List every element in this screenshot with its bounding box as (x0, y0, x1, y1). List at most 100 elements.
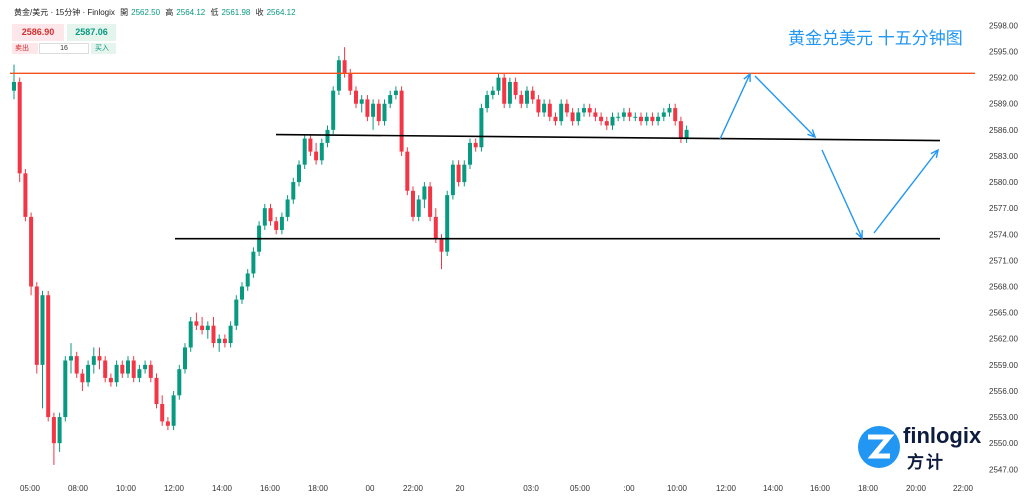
candle-body (103, 360, 108, 378)
candle (525, 86, 529, 109)
x-tick-label: 14:00 (763, 484, 784, 493)
low-value: 2561.98 (221, 8, 251, 17)
candle-body (684, 129, 689, 139)
candle-body (667, 108, 672, 113)
candle-body (279, 216, 284, 230)
candle-body (274, 221, 279, 230)
close-value: 2564.12 (266, 8, 296, 17)
candle-body (621, 112, 626, 117)
candle-body (165, 421, 170, 426)
candle (200, 316, 205, 335)
candle-body (325, 129, 330, 143)
sell-price[interactable]: 2586.90 (12, 24, 64, 41)
candle-body (525, 90, 529, 104)
candle (228, 321, 233, 348)
candle (285, 195, 290, 222)
candle (411, 186, 415, 222)
candle (542, 99, 547, 117)
candle (63, 356, 68, 422)
candle (211, 316, 216, 348)
y-tick-label: 2568.00 (989, 283, 1018, 292)
trade-panel: 2586.90 2587.06 卖出 16 买入 (12, 24, 116, 54)
candle-body (188, 321, 193, 348)
arrow-head-3 (855, 229, 863, 240)
candle-body (542, 103, 547, 113)
y-tick-label: 2595.00 (989, 48, 1018, 57)
x-tick-label: 03:0 (523, 484, 539, 493)
candle-body (222, 338, 227, 344)
y-tick-label: 2562.00 (989, 335, 1018, 344)
candle (621, 108, 626, 122)
candle (160, 395, 165, 426)
candle-body (422, 186, 427, 200)
candle-body (160, 404, 165, 422)
candle (673, 103, 678, 126)
buy-button[interactable]: 买入 (91, 43, 116, 54)
candle (354, 86, 358, 109)
candle-body (433, 216, 438, 239)
candle (154, 373, 159, 409)
candle (234, 295, 239, 331)
candle-body (564, 103, 569, 113)
candle (650, 112, 655, 126)
candle-body (502, 77, 507, 104)
sell-button[interactable]: 卖出 (12, 43, 38, 54)
x-tick-label: 18:00 (858, 484, 879, 493)
candle (684, 125, 689, 143)
x-tick-label: 12:00 (164, 484, 185, 493)
candle (148, 360, 153, 383)
candle (428, 182, 433, 222)
candle-body (228, 325, 233, 344)
candle (325, 125, 330, 148)
candle (279, 212, 284, 235)
candle-body (359, 99, 364, 104)
open-value: 2562.50 (131, 8, 161, 17)
projection-arrow-2 (754, 75, 816, 138)
candle (137, 364, 142, 383)
candle (450, 160, 455, 200)
candle-body (46, 295, 51, 418)
candle-body (644, 116, 649, 122)
candles-group (12, 47, 689, 465)
candle-body (365, 99, 370, 117)
candle-body (57, 417, 62, 444)
candle (485, 90, 490, 113)
candle (456, 160, 461, 187)
y-tick-label: 2574.00 (989, 230, 1018, 239)
candle (240, 282, 244, 304)
candle-body (610, 116, 615, 126)
buy-price[interactable]: 2587.06 (67, 24, 116, 41)
candle (74, 351, 79, 378)
candle (468, 138, 472, 170)
candle (120, 360, 125, 378)
candle-body (650, 116, 655, 122)
quantity-input[interactable]: 16 (39, 43, 89, 54)
candle (86, 360, 91, 387)
candle (582, 103, 586, 117)
candle-body (656, 116, 661, 122)
price-axis: 2598.00 2595.00 2592.00 2589.00 2586.00 2583.… (989, 21, 1018, 474)
candle-body (114, 364, 119, 383)
candle (314, 142, 319, 165)
candle-body (194, 321, 199, 326)
candle-body (69, 356, 73, 361)
x-tick-label: 16:00 (260, 484, 281, 493)
candle (222, 334, 227, 348)
candle-body (268, 208, 273, 222)
candle-body (490, 90, 495, 96)
arrow-head-1 (743, 72, 751, 83)
candle (587, 103, 592, 117)
time-axis: 05:00 08:00 10:00 12:00 14:00 16:00 18:00 00 22:… (20, 484, 974, 493)
candle-body (297, 164, 301, 183)
candle-body (34, 286, 39, 365)
candle (376, 99, 381, 126)
x-tick-label: 22:00 (403, 484, 424, 493)
y-tick-label: 2577.00 (989, 204, 1018, 213)
candle (604, 116, 609, 130)
x-tick-label: 00 (366, 484, 375, 493)
arrow-head-4 (930, 148, 939, 158)
candle-body (23, 173, 28, 217)
candle (616, 112, 621, 122)
candle-body (51, 417, 56, 444)
candle (319, 138, 324, 165)
